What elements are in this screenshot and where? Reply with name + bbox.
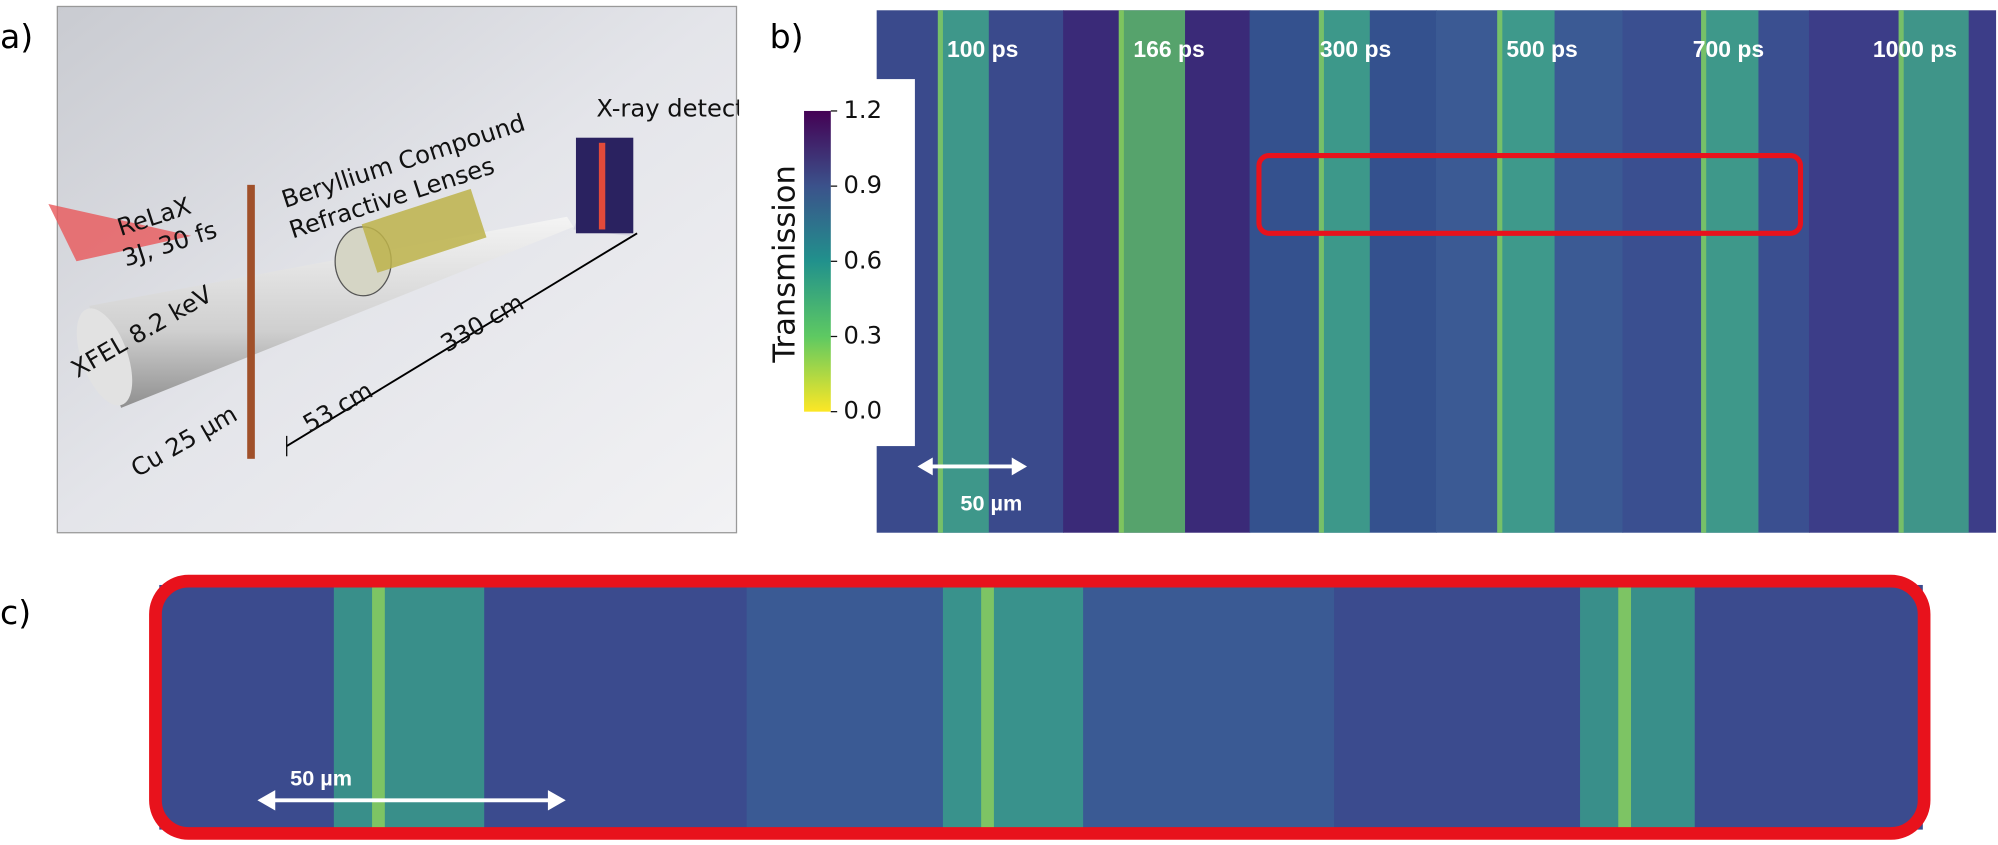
time-label: 500 ps bbox=[1506, 36, 1577, 62]
wire-edge bbox=[1118, 10, 1124, 533]
wire-edge bbox=[1701, 10, 1707, 533]
wire-edge bbox=[981, 584, 994, 830]
wire-band bbox=[1898, 10, 1969, 533]
arrowhead bbox=[917, 457, 933, 476]
panel-label: b) bbox=[770, 17, 804, 56]
colorbar-tick-label: 0.3 bbox=[844, 321, 883, 349]
colorbar-ticks: 1.2 0.9 0.6 0.3 0.0 bbox=[830, 96, 883, 425]
panel-label: a) bbox=[0, 17, 33, 56]
wire-edge bbox=[1618, 584, 1632, 830]
arrowhead bbox=[547, 790, 566, 811]
wire-edge bbox=[1318, 10, 1324, 533]
time-label: 166 ps bbox=[1133, 36, 1204, 62]
lens-stack bbox=[361, 188, 487, 273]
time-label: 100 ps bbox=[947, 36, 1018, 62]
panel-label: c) bbox=[0, 593, 31, 632]
arrowhead bbox=[1011, 457, 1028, 476]
panel-b: 100 ps 166 ps 300 ps 500 ps 700 ps 1000 ps bbox=[876, 10, 1997, 533]
time-label: 1000 ps bbox=[1873, 36, 1957, 62]
wire-band bbox=[1118, 10, 1186, 533]
zoom-frame bbox=[149, 574, 1931, 840]
zoom-box bbox=[1256, 152, 1804, 236]
colorbar-label: Transmission bbox=[768, 165, 803, 364]
wire-band bbox=[1497, 10, 1555, 533]
beam-end bbox=[76, 308, 133, 406]
laser-beam bbox=[48, 203, 192, 262]
scale-bar-label: 50 µm bbox=[960, 490, 1022, 515]
colorbar-tick-label: 0.0 bbox=[844, 397, 883, 425]
colorbar bbox=[804, 110, 831, 412]
panel-c bbox=[159, 584, 1923, 830]
distance-line bbox=[286, 232, 638, 447]
lenses bbox=[334, 188, 487, 297]
wire-edge bbox=[372, 584, 385, 830]
panel-a: X-ray detector Beryllium Compound Refrac… bbox=[48, 5, 769, 534]
colorbar-tick-label: 0.9 bbox=[844, 171, 883, 199]
xfel-beam bbox=[89, 216, 574, 408]
wire-band bbox=[937, 10, 989, 533]
time-label: 300 ps bbox=[1320, 36, 1391, 62]
scale-bar-label: 50 µm bbox=[290, 766, 352, 791]
wire-band bbox=[333, 584, 485, 830]
colorbar-tick-label: 1.2 bbox=[844, 96, 883, 124]
wire-edge bbox=[1497, 10, 1503, 533]
time-label: 700 ps bbox=[1693, 36, 1764, 62]
arrowhead bbox=[257, 790, 276, 811]
wire-edge bbox=[1898, 10, 1904, 533]
detector-signal bbox=[598, 142, 606, 230]
wire-edge bbox=[937, 10, 943, 533]
wire-band bbox=[1701, 10, 1759, 533]
wire-band bbox=[1318, 10, 1370, 533]
cu-target bbox=[247, 184, 255, 459]
colorbar-tick-label: 0.6 bbox=[844, 246, 883, 274]
wire-band bbox=[942, 584, 1084, 830]
wire-band bbox=[1580, 584, 1695, 830]
